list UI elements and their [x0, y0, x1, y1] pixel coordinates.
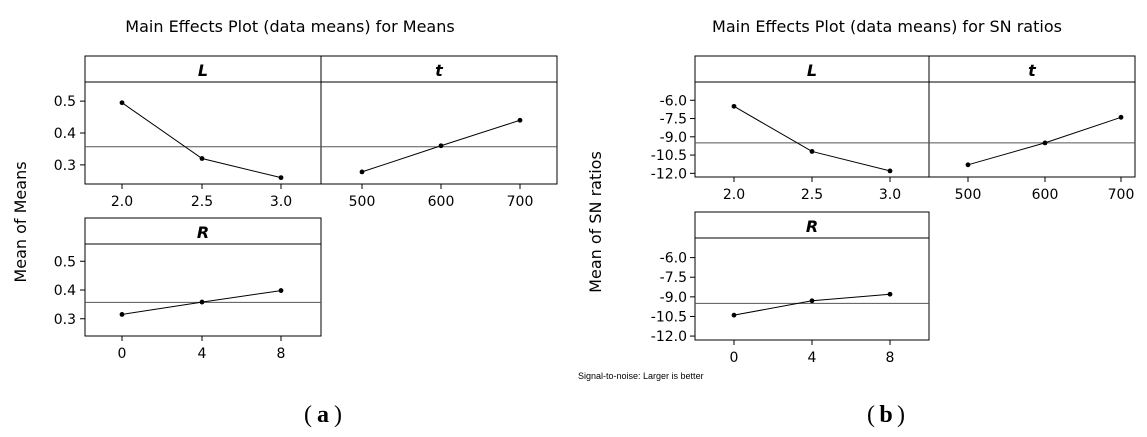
- x-tick-label: 0: [118, 346, 127, 362]
- y-tick-label: 0.5: [54, 94, 76, 110]
- panel-factor-label: R: [806, 217, 818, 236]
- data-point: [119, 100, 125, 106]
- caption-b-close: ): [897, 402, 905, 428]
- caption-a-open: (: [304, 402, 312, 428]
- chart-a: Main Effects Plot (data means) for Means…: [11, 17, 558, 428]
- data-point: [731, 312, 737, 318]
- panel-factor-label: L: [807, 61, 817, 80]
- panel-frame: [320, 55, 558, 185]
- x-tick-label: 2.0: [723, 187, 745, 203]
- y-tick-label: -7.5: [660, 270, 687, 286]
- panel-frame: [928, 55, 1136, 178]
- x-tick-label: 2.5: [191, 194, 213, 210]
- x-tick-label: 700: [507, 194, 534, 210]
- x-tick-label: 2.5: [801, 187, 823, 203]
- series-line-L: [733, 105, 891, 172]
- data-point: [278, 175, 284, 181]
- data-point: [278, 288, 284, 293]
- data-point: [438, 143, 444, 149]
- y-tick-label: -12.0: [651, 166, 687, 182]
- data-point: [119, 312, 125, 317]
- y-tick-label: -9.0: [660, 130, 687, 146]
- x-tick-label: 0: [730, 350, 739, 366]
- chart-b-panel-L: L: [694, 55, 930, 178]
- y-tick-label: 0.3: [54, 312, 76, 328]
- x-tick-label: 8: [277, 346, 286, 362]
- y-tick-label: -10.5: [651, 309, 687, 325]
- chart-a-panel-t: t: [320, 55, 558, 185]
- data-point: [887, 291, 893, 297]
- data-point: [887, 168, 893, 174]
- chart-a-panel-R: R: [84, 217, 322, 337]
- chart-b-footnote: Signal-to-noise: Larger is better: [578, 371, 704, 381]
- data-point: [965, 162, 971, 168]
- x-tick-label: 500: [955, 187, 982, 203]
- panel-factor-label: R: [197, 223, 209, 242]
- caption-b-open: (: [867, 402, 875, 428]
- x-tick-label: 8: [886, 350, 895, 366]
- y-tick-label: -9.0: [660, 290, 687, 306]
- series-line-L: [121, 102, 282, 179]
- y-tick-label: 0.4: [54, 126, 76, 142]
- y-tick-label: -7.5: [660, 112, 687, 128]
- data-point: [359, 169, 365, 175]
- y-tick-label: -10.5: [651, 148, 687, 164]
- panel-frame: [84, 217, 322, 337]
- panel-factor-label: t: [1028, 61, 1037, 80]
- data-point: [199, 299, 205, 305]
- x-tick-label: 3.0: [270, 194, 292, 210]
- chart-b: Main Effects Plot (data means) for SN ra…: [578, 17, 1136, 428]
- data-point: [731, 103, 737, 109]
- data-point: [199, 156, 205, 161]
- x-tick-label: 3.0: [879, 187, 901, 203]
- caption-a-close: ): [334, 402, 342, 428]
- x-tick-label: 4: [808, 350, 817, 366]
- y-tick-label: -6.0: [660, 93, 687, 109]
- x-tick-label: 4: [198, 346, 207, 362]
- chart-a-ylabel: Mean of Means: [11, 161, 30, 282]
- y-tick-label: -12.0: [651, 329, 687, 345]
- chart-b-ylabel: Mean of SN ratios: [586, 151, 605, 293]
- panel-factor-label: L: [198, 61, 208, 80]
- y-tick-label: -6.0: [660, 251, 687, 267]
- data-point: [1042, 140, 1048, 146]
- chart-b-panel-t: t: [928, 55, 1136, 178]
- x-tick-label: 600: [428, 194, 455, 210]
- caption-b-letter: b: [879, 402, 892, 428]
- data-point: [809, 298, 815, 304]
- series-line-R: [733, 293, 891, 316]
- chart-a-panel-L: L: [84, 55, 322, 185]
- x-tick-label: 2.0: [111, 194, 133, 210]
- chart-marks: 0.3 0.4 0.5 2.0 2.5 3.0 500 600 700 0.3 0.4 0.5 0 4 8 -…: [54, 93, 1135, 366]
- data-point: [517, 117, 523, 123]
- y-tick-label: 0.5: [54, 254, 76, 270]
- panel-factor-label: t: [435, 61, 444, 80]
- y-tick-label: 0.3: [54, 158, 76, 174]
- data-point: [1118, 114, 1124, 120]
- chart-b-title: Main Effects Plot (data means) for SN ra…: [712, 17, 1062, 36]
- data-point: [809, 149, 815, 154]
- chart-b-panel-R: R: [694, 211, 930, 341]
- x-tick-label: 500: [349, 194, 376, 210]
- y-tick-label: 0.4: [54, 283, 76, 299]
- chart-a-title: Main Effects Plot (data means) for Means: [125, 17, 454, 36]
- caption-a-letter: a: [317, 402, 329, 428]
- x-tick-label: 600: [1032, 187, 1059, 203]
- x-tick-label: 700: [1108, 187, 1135, 203]
